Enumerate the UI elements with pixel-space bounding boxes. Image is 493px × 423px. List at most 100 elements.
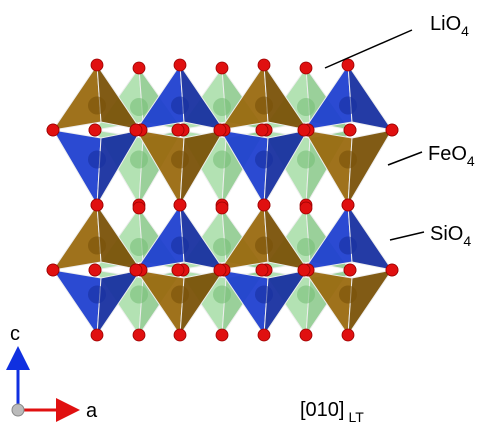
oxygen [132, 328, 146, 342]
cation [297, 98, 315, 116]
cation [88, 96, 106, 115]
oxygen [255, 263, 269, 277]
oxygen [88, 123, 102, 137]
cation [213, 238, 231, 256]
oxygen [341, 198, 355, 212]
cation [297, 150, 315, 169]
tetrahedron-face [263, 63, 310, 131]
tetrahedron-face [96, 129, 142, 206]
tetrahedron-face [263, 203, 310, 271]
cation [213, 98, 231, 116]
polyhedra [51, 63, 394, 337]
oxygen [173, 198, 187, 212]
tetrahedron-face [179, 269, 226, 337]
oxygen [132, 61, 146, 75]
oxygen [88, 263, 102, 277]
oxygen [257, 328, 271, 342]
leader-line [387, 151, 423, 166]
tetrahedron-face [347, 203, 394, 271]
cation [213, 285, 231, 304]
oxygen [385, 123, 399, 137]
oxygen [299, 328, 313, 342]
leader-line [324, 29, 413, 69]
cation [88, 236, 106, 255]
cation [255, 96, 273, 115]
oxygen [132, 201, 146, 215]
oxygen [343, 123, 357, 137]
label-sub: 4 [461, 23, 469, 39]
origin [11, 403, 25, 417]
oxygen [90, 328, 104, 342]
label-text: FeO [428, 143, 467, 165]
view-label: [010] LT [300, 399, 364, 423]
tetrahedron-face [263, 129, 309, 206]
oxygen [173, 58, 187, 72]
oxygen [171, 263, 185, 277]
label-sio4: SiO4 [430, 223, 471, 249]
oxygen [215, 201, 229, 215]
oxygen-atoms [46, 58, 399, 342]
cation [339, 285, 357, 304]
oxygen [213, 263, 227, 277]
oxygen [299, 201, 313, 215]
oxygen [297, 123, 311, 137]
oxygen [299, 61, 313, 75]
tetrahedron-face [179, 203, 226, 271]
oxygen [257, 198, 271, 212]
tetrahedron-face [96, 203, 143, 271]
tetrahedron-face [347, 63, 394, 131]
cation [339, 96, 357, 115]
oxygen [343, 263, 357, 277]
tetrahedron-face [347, 129, 393, 206]
tetrahedron-face [179, 63, 226, 131]
oxygen [90, 58, 104, 72]
leader-line [389, 231, 425, 241]
oxygen [46, 123, 60, 137]
oxygen [255, 123, 269, 137]
label-feo4: FeO4 [428, 143, 475, 169]
cation [339, 236, 357, 255]
cation [130, 98, 148, 116]
oxygen [215, 328, 229, 342]
tetrahedron-face [347, 269, 394, 337]
tetrahedron-face [263, 269, 310, 337]
cation [88, 150, 106, 169]
oxygen [46, 263, 60, 277]
view-sub: LT [348, 409, 364, 423]
tetrahedron-face [179, 129, 225, 206]
axis-c-label: c [10, 323, 20, 345]
cation [213, 150, 231, 169]
label-text: SiO [430, 223, 463, 245]
cation [171, 285, 189, 304]
cation [130, 285, 148, 304]
tetrahedron-face [96, 269, 143, 337]
oxygen [385, 263, 399, 277]
oxygen [213, 123, 227, 137]
label-lio4: LiO4 [430, 13, 469, 39]
oxygen [341, 328, 355, 342]
cation [171, 236, 189, 255]
oxygen [129, 263, 143, 277]
label-sub: 4 [463, 233, 471, 249]
label-text: LiO [430, 13, 461, 35]
cation [255, 150, 273, 169]
oxygen [173, 328, 187, 342]
oxygen [297, 263, 311, 277]
cation [297, 238, 315, 256]
tetrahedron-face [96, 63, 143, 131]
cation [255, 236, 273, 255]
view-text: [010] [300, 399, 344, 421]
oxygen [90, 198, 104, 212]
cation [171, 96, 189, 115]
oxygen [341, 58, 355, 72]
cation [88, 285, 106, 304]
cation [130, 238, 148, 256]
oxygen [129, 123, 143, 137]
cation [255, 285, 273, 304]
oxygen [171, 123, 185, 137]
cation [339, 150, 357, 169]
cation [130, 150, 148, 169]
axis-a-label: a [86, 400, 98, 422]
cation [297, 285, 315, 304]
